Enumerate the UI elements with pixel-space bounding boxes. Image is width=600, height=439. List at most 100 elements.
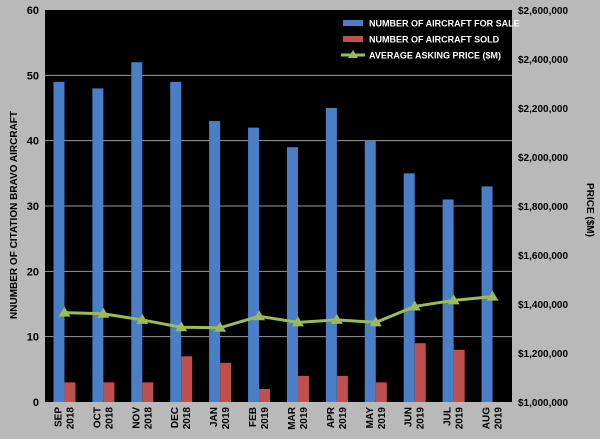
x-tick-year: 2018 [182,407,193,430]
price-marker [214,321,227,332]
bar-for-sale [325,108,337,402]
bar-for-sale [364,140,376,402]
x-tick-year: 2019 [299,407,310,430]
legend-marker [348,50,358,58]
x-tick-year: 2018 [65,407,76,430]
bar-sold [220,362,232,402]
legend-box [338,13,506,63]
x-axis-ticks: SEP 2018 OCT 2018 NOV 2018 DEC 2018 JAN 2019 FEB 20… [53,406,504,430]
bar-sold [453,349,465,402]
bar-for-sale [131,62,143,403]
x-tick-month: OCT [92,407,103,428]
right-tick-label: $1,400,000 [518,300,568,311]
x-tick-year: 2019 [260,407,271,430]
bar-sold [181,356,193,402]
bar-sold [297,375,309,402]
price-marker [369,316,382,327]
x-tick-year: 2019 [416,407,427,430]
x-tick-month: APR [326,406,337,428]
x-tick-year: 2018 [143,407,154,430]
bar-sold [336,375,348,402]
bar-for-sale [92,88,104,403]
price-marker [447,294,460,305]
bar-for-sale [248,127,260,402]
bar-sold [103,382,115,402]
price-marker [253,310,266,321]
bar-for-sale [209,121,221,403]
x-tick-label: MAR 2019 [287,406,310,430]
x-tick-month: MAR [287,406,298,430]
x-tick-label: DEC 2018 [170,407,193,430]
price-marker [408,300,421,311]
right-tick-label: $2,400,000 [518,55,568,66]
right-tick-label: $1,600,000 [518,251,568,262]
left-tick-label: 60 [27,5,39,17]
left-axis-ticks: 0 10 20 30 40 50 60 [27,5,39,409]
price-marker [136,313,149,324]
legend-swatch [343,36,363,42]
bars [53,62,493,403]
bar-for-sale [481,186,493,402]
x-tick-year: 2019 [338,407,349,430]
x-tick-label: SEP 2018 [53,407,76,430]
price-line [58,290,499,332]
left-tick-label: 50 [27,70,39,82]
price-marker [330,313,343,324]
x-tick-label: MAY 2019 [365,407,388,430]
left-tick-label: 40 [27,136,39,148]
x-tick-label: AUG 2019 [482,407,505,430]
right-tick-label: $2,000,000 [518,153,568,164]
legend-label: NUMBER OF AIRCRAFT SOLD [369,35,500,45]
price-marker [486,290,499,301]
x-tick-year: 2019 [221,407,232,430]
bar-sold [375,382,387,402]
right-axis-label: PRICE ($M) [584,183,595,237]
left-tick-label: 20 [27,266,39,278]
right-tick-label: $2,600,000 [518,6,568,17]
x-tick-month: NOV [131,407,142,429]
bar-sold [142,382,154,402]
right-tick-label: $1,800,000 [518,202,568,213]
x-tick-year: 2019 [494,407,505,430]
right-tick-label: $1,200,000 [518,349,568,360]
x-tick-month: JAN [209,407,220,427]
price-series-line [64,295,493,330]
right-tick-label: $1,000,000 [518,398,568,409]
bar-sold [259,388,271,402]
left-tick-label: 30 [27,201,39,213]
bar-for-sale [403,173,415,402]
x-tick-year: 2019 [455,407,466,430]
legend-label: AVERAGE ASKING PRICE ($M) [369,51,501,61]
x-tick-month: FEB [248,407,259,427]
legend: NUMBER OF AIRCRAFT FOR SALE NUMBER OF AIR… [338,13,520,63]
left-tick-label: 10 [27,332,39,344]
legend-swatch [343,20,363,26]
bar-for-sale [53,81,65,402]
x-tick-label: APR 2019 [326,406,349,429]
x-tick-year: 2018 [104,407,115,430]
x-tick-month: JUL [443,407,454,426]
x-tick-label: JUN 2019 [404,407,427,430]
left-tick-label: 0 [33,397,39,409]
x-tick-month: DEC [170,407,181,428]
right-axis-ticks: $1,000,000 $1,200,000 $1,400,000 $1,600,000… [518,6,568,409]
x-tick-label: OCT 2018 [92,407,115,430]
x-tick-month: AUG [482,407,493,429]
x-tick-label: JUL 2019 [443,407,466,430]
price-marker [291,316,304,327]
left-axis-label: NNUMBER OF CITATION BRAVO AIRCRAFT [9,111,20,319]
bar-sold [64,382,76,402]
x-tick-month: SEP [53,407,64,427]
x-tick-month: JUN [404,407,415,427]
x-tick-label: JAN 2019 [209,407,232,430]
price-marker [97,307,110,318]
gridlines [45,74,512,338]
legend-label: NUMBER OF AIRCRAFT FOR SALE [369,19,520,29]
bar-sold [414,343,426,402]
bar-for-sale [170,81,182,402]
x-tick-label: NOV 2018 [131,407,154,430]
right-tick-label: $2,200,000 [518,104,568,115]
x-tick-label: FEB 2019 [248,407,271,430]
